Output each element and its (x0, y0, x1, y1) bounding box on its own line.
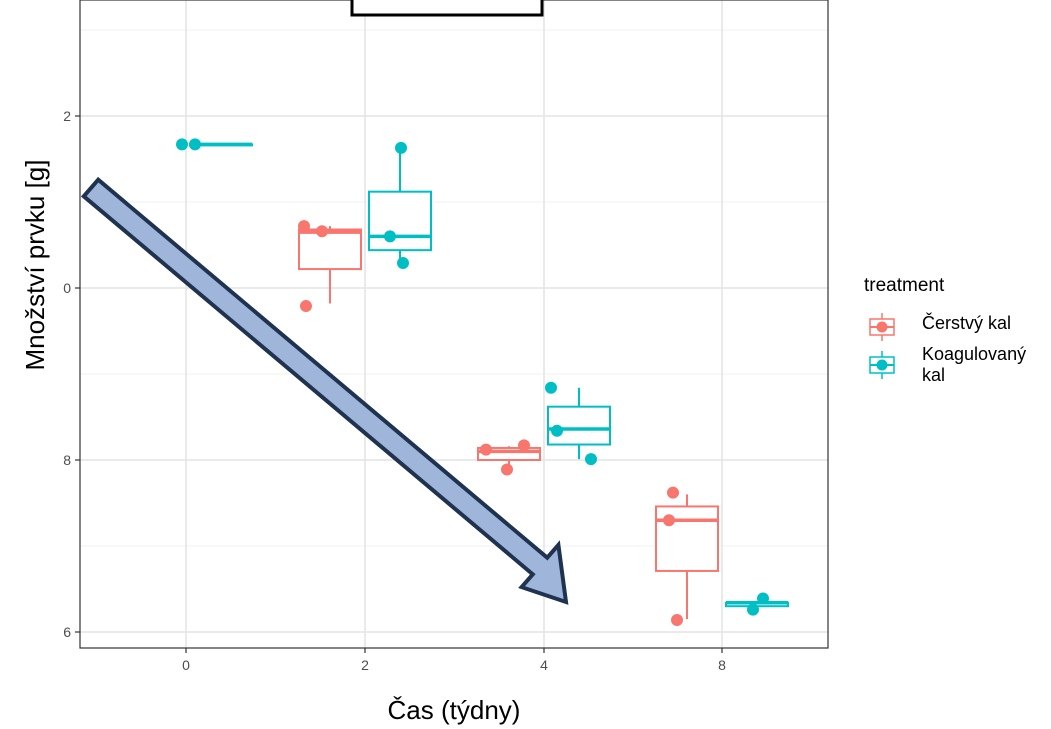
points-layer (176, 138, 769, 626)
data-point (585, 453, 597, 466)
grid-lines (80, 0, 828, 648)
box-koagulovany-2 (368, 147, 432, 263)
box-iqr (368, 190, 432, 252)
y-tick-label: 8 (63, 452, 71, 468)
legend-label: kal (922, 365, 945, 385)
y-axis-title: Množství prvku [g] (20, 160, 50, 371)
box-cerstvy-2 (298, 226, 362, 304)
legend-title: treatment (864, 275, 945, 296)
y-tick-label: 0 (63, 280, 71, 296)
panel-border (79, 0, 829, 649)
data-point (397, 257, 409, 270)
x-tick-label: 8 (718, 657, 726, 673)
x-axis-title: Čas (týdny) (388, 695, 521, 725)
x-tick-label: 4 (540, 657, 548, 673)
legend-key-point (876, 359, 888, 371)
data-point (747, 603, 759, 616)
y-tick-label: 6 (63, 624, 71, 640)
data-point (545, 381, 557, 394)
title-box-fragment (350, 0, 544, 17)
data-point (480, 443, 492, 456)
data-point (518, 439, 530, 452)
data-point (757, 592, 769, 605)
data-point (667, 486, 679, 499)
data-point (316, 225, 328, 238)
data-point (501, 463, 513, 476)
x-tick-label: 2 (361, 657, 369, 673)
data-point (384, 230, 396, 243)
data-point (300, 300, 312, 313)
x-axis: 0 2 4 8 (182, 648, 726, 673)
trend-arrow (80, 176, 569, 605)
legend-label: Koagulovaný (922, 344, 1026, 364)
data-point (663, 514, 675, 527)
x-tick-label: 0 (182, 657, 190, 673)
legend-item-cerstvy: Čerstvý kal (869, 312, 1011, 341)
y-tick-label: 2 (63, 108, 71, 124)
legend-label: Čerstvý kal (922, 312, 1011, 333)
data-point (189, 138, 201, 151)
legend-key-point (876, 321, 888, 333)
data-point (395, 141, 407, 154)
data-point (298, 220, 310, 233)
data-point (551, 424, 563, 437)
data-point (176, 138, 188, 151)
box-iqr (298, 228, 362, 271)
data-point (671, 613, 683, 626)
